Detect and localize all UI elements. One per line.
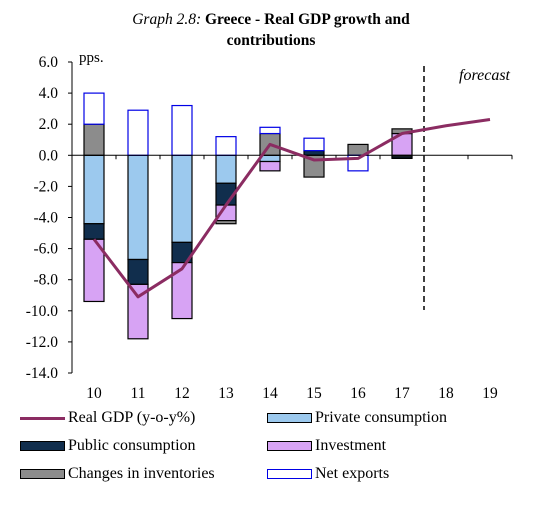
y-tick-label: 4.0 <box>39 85 59 102</box>
legend-swatch-private-consumption <box>267 413 312 423</box>
x-tick-label: 10 <box>86 385 102 402</box>
bar-net-exports-11 <box>127 109 149 156</box>
legend-label-real-gdp: Real GDP (y-o-y%) <box>68 409 196 426</box>
chart-title-line2: contributions <box>226 32 316 49</box>
legend-label-changes-in-inventories: Changes in inventories <box>68 465 215 482</box>
x-tick-label: 14 <box>262 385 278 402</box>
bar-private-consumption-12 <box>171 154 193 243</box>
x-tick-label: 18 <box>438 385 454 402</box>
bar-net-exports-13 <box>215 136 237 156</box>
y-tick-label: 6.0 <box>39 54 59 71</box>
bar-investment-14 <box>259 160 281 172</box>
x-tick-label: 15 <box>306 385 322 402</box>
legend-swatch-changes-in-inventories <box>20 469 65 479</box>
legend-swatch-real-gdp <box>20 416 65 420</box>
y-tick-label: -14.0 <box>26 365 59 382</box>
y-tick-label: -10.0 <box>26 303 59 320</box>
legend-label-net-exports: Net exports <box>315 465 390 482</box>
legend-item-public-consumption: Public consumption <box>20 436 196 456</box>
x-tick-label: 16 <box>350 385 366 402</box>
bar-changes-in-inventories-13 <box>215 220 237 225</box>
legend-swatch-investment <box>267 441 312 451</box>
forecast-label: forecast <box>459 67 511 84</box>
bar-investment-12 <box>171 261 193 320</box>
chart-plot: 6.0 4.0 2.0 0.0 -2.0 -4.0 -6.0 -8.0 -10.0 -12.0 -1… <box>26 50 513 402</box>
x-tick-label: 11 <box>131 385 146 402</box>
y-tick-label: -2.0 <box>33 178 58 195</box>
legend-item-private-consumption: Private consumption <box>267 408 447 428</box>
chart-legend: Real GDP (y-o-y%) Private consumption Pu… <box>20 408 540 508</box>
line-real-gdp <box>92 118 491 299</box>
graph-number: Graph 2.8: <box>132 11 202 28</box>
bar-public-consumption-10 <box>83 223 105 240</box>
legend-item-real-gdp: Real GDP (y-o-y%) <box>20 408 195 428</box>
legend-swatch-public-consumption <box>20 441 65 451</box>
legend-label-private-consumption: Private consumption <box>315 409 447 426</box>
bar-private-consumption-13 <box>215 154 237 184</box>
bar-private-consumption-10 <box>83 154 105 225</box>
legend-item-changes-in-inventories: Changes in inventories <box>20 464 215 484</box>
bar-net-exports-12 <box>171 104 193 156</box>
bar-public-consumption-15 <box>303 150 325 156</box>
bar-net-exports-15 <box>303 137 325 152</box>
bar-private-consumption-11 <box>127 154 149 261</box>
bar-investment-11 <box>127 283 149 340</box>
y-tick-label: -6.0 <box>33 241 58 258</box>
legend-item-net-exports: Net exports <box>267 464 389 484</box>
y-tick-label: 0.0 <box>39 147 59 164</box>
y-tick-label: -4.0 <box>33 210 58 227</box>
bar-net-exports-10 <box>83 92 105 125</box>
x-tick-label: 19 <box>482 385 498 402</box>
bar-public-consumption-17 <box>391 156 413 160</box>
legend-label-investment: Investment <box>315 437 387 454</box>
legend-swatch-net-exports <box>267 469 312 479</box>
bar-net-exports-14 <box>259 126 281 135</box>
y-tick-label: 2.0 <box>39 116 59 133</box>
y-axis-label: pps. <box>79 50 104 66</box>
x-tick-label: 13 <box>218 385 234 402</box>
chart-title: Graph 2.8: Greece - Real GDP growth and <box>0 10 542 29</box>
bar-changes-in-inventories-10 <box>83 123 105 156</box>
chart-title-line1: Greece - Real GDP growth and <box>204 11 410 28</box>
x-tick-label: 17 <box>394 385 410 402</box>
y-tick-label: -12.0 <box>26 334 59 351</box>
x-tick-label: 12 <box>174 385 190 402</box>
bar-public-consumption-11 <box>127 258 149 285</box>
legend-item-investment: Investment <box>267 436 386 456</box>
legend-label-public-consumption: Public consumption <box>68 437 196 454</box>
y-tick-label: -8.0 <box>33 272 58 289</box>
